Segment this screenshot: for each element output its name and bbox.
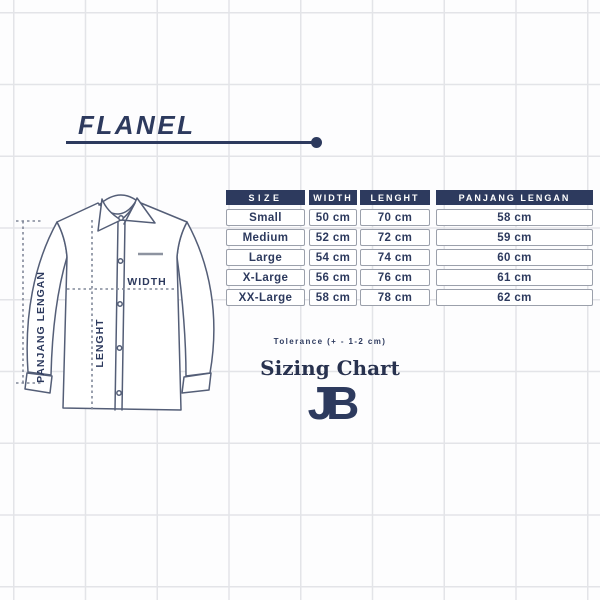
sleeve-length-label: PANJANG LENGAN	[35, 271, 47, 383]
length-cell: 78 cm	[360, 289, 430, 306]
tolerance-note: Tolerance (+ - 1-2 cm)	[273, 337, 387, 346]
sizing-chart-label: Sizing Chart	[260, 356, 400, 380]
placket-line	[114, 221, 119, 411]
measure-lines	[16, 220, 177, 410]
sleeve-cell: 62 cm	[436, 289, 593, 306]
col-header-width: WIDTH	[309, 190, 357, 205]
size-cell: Small	[226, 209, 305, 226]
placket-line	[121, 220, 126, 411]
table-row: Medium 52 cm 72 cm 59 cm	[226, 229, 593, 246]
col-header-length: LENGHT	[360, 190, 430, 205]
col-header-size: SIZE	[226, 190, 305, 205]
table-row: Large 54 cm 74 cm 60 cm	[226, 249, 593, 266]
sleeve-cell: 61 cm	[436, 269, 593, 286]
table-row: X-Large 56 cm 76 cm 61 cm	[226, 269, 593, 286]
buttons	[116, 215, 124, 396]
shirt-diagram: WIDTH LENGHT PANJANG LENGAN	[16, 194, 215, 411]
width-cell: 58 cm	[309, 289, 357, 306]
title-dot	[311, 137, 322, 148]
size-cell: X-Large	[226, 269, 305, 286]
length-cell: 70 cm	[360, 209, 430, 226]
size-table: SIZE WIDTH LENGHT PANJANG LENGAN Small 5…	[226, 190, 593, 309]
width-cell: 56 cm	[309, 269, 357, 286]
width-cell: 54 cm	[309, 249, 357, 266]
size-cell: XX-Large	[226, 289, 305, 306]
sleeve-cell: 60 cm	[436, 249, 593, 266]
sleeve-cell: 59 cm	[436, 229, 593, 246]
page-title: FLANEL	[78, 110, 196, 140]
size-cell: Medium	[226, 229, 305, 246]
width-cell: 50 cm	[309, 209, 357, 226]
col-header-sleeve: PANJANG LENGAN	[436, 190, 593, 205]
right-cuff	[181, 372, 212, 394]
length-cell: 74 cm	[360, 249, 430, 266]
shirt-outline	[24, 194, 215, 411]
table-header-row: SIZE WIDTH LENGHT PANJANG LENGAN	[226, 190, 593, 205]
width-label: WIDTH	[127, 276, 166, 288]
width-cell: 52 cm	[309, 229, 357, 246]
table-row: Small 50 cm 70 cm 58 cm	[226, 209, 593, 226]
brand-logo: JB	[307, 377, 360, 429]
size-cell: Large	[226, 249, 305, 266]
placket-fold	[123, 202, 136, 225]
length-cell: 72 cm	[360, 229, 430, 246]
sleeve-cell: 58 cm	[436, 209, 593, 226]
length-label: LENGHT	[94, 318, 106, 367]
title-underline	[66, 141, 312, 144]
length-cell: 76 cm	[360, 269, 430, 286]
table-row: XX-Large 58 cm 78 cm 62 cm	[226, 289, 593, 306]
